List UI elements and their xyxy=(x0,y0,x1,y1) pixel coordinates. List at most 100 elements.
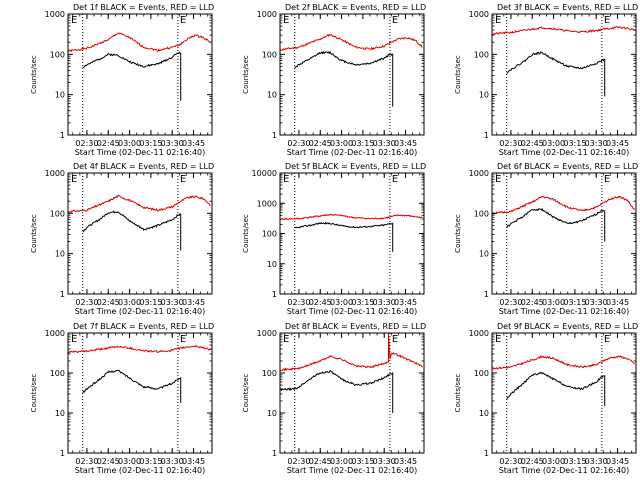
x-tick-label: 02:45 xyxy=(309,298,332,307)
x-tick-label: 02:45 xyxy=(309,139,332,148)
x-tick-label: 03:45 xyxy=(182,139,205,148)
y-tick-label: 10 xyxy=(267,409,277,418)
x-tick-label: 03:15 xyxy=(139,298,162,307)
x-tick-label: 03:45 xyxy=(182,298,205,307)
y-tick-label: 1000 xyxy=(257,199,277,208)
y-tick-label: 100 xyxy=(262,50,277,59)
x-tick-label: 02:45 xyxy=(97,139,120,148)
plot-frame xyxy=(67,13,213,136)
plot-frame xyxy=(491,172,637,295)
y-tick-label: 1000 xyxy=(45,10,65,19)
x-axis-label: Start Time (02-Dec-11 02:16:40) xyxy=(499,466,630,475)
x-tick-label: 03:30 xyxy=(373,298,396,307)
panel-title: Det 9f BLACK = Events, RED = LLD xyxy=(497,322,638,331)
event-marker: E xyxy=(604,334,610,345)
series-events xyxy=(82,369,182,403)
event-marker: E xyxy=(495,174,501,185)
x-tick-label: 03:45 xyxy=(606,457,629,466)
y-tick-label: 10 xyxy=(479,91,489,100)
x-axis-label: Start Time (02-Dec-11 02:16:40) xyxy=(75,466,206,475)
event-marker: E xyxy=(495,334,501,345)
plot-frame xyxy=(491,332,637,454)
panel-3: 1 10 100 1000 02:3002:4503:0003:1503:3003:45… xyxy=(454,3,638,157)
series-lld xyxy=(67,194,211,213)
x-tick-label: 02:45 xyxy=(97,457,120,466)
x-tick-label: 02:30 xyxy=(75,298,98,307)
x-tick-label: 02:30 xyxy=(499,298,522,307)
y-tick-label: 1 xyxy=(60,290,65,299)
x-axis-label: Start Time (02-Dec-11 02:16:40) xyxy=(75,307,206,316)
y-tick-label: 10 xyxy=(267,260,277,269)
event-marker: E xyxy=(283,174,289,185)
event-marker: E xyxy=(180,15,186,26)
x-tick-label: 03:45 xyxy=(606,298,629,307)
x-tick-label: 03:00 xyxy=(542,139,565,148)
x-tick-label: 03:45 xyxy=(394,139,417,148)
x-tick-label: 03:15 xyxy=(351,298,374,307)
event-marker: E xyxy=(604,174,610,185)
x-tick-label: 03:15 xyxy=(139,457,162,466)
y-tick-label: 1 xyxy=(484,131,489,140)
x-tick-label: 03:00 xyxy=(118,298,141,307)
x-tick-label: 03:15 xyxy=(139,139,162,148)
y-axis-label: Counts/sec xyxy=(242,374,250,413)
x-tick-label: 03:15 xyxy=(563,298,586,307)
x-tick-label: 02:30 xyxy=(287,298,310,307)
y-axis-label: Counts/sec xyxy=(454,374,462,413)
panel-title: Det 7f BLACK = Events, RED = LLD xyxy=(73,322,214,331)
event-marker: E xyxy=(392,174,398,185)
y-tick-label: 1000 xyxy=(45,329,65,338)
x-axis-label: Start Time (02-Dec-11 02:16:40) xyxy=(499,148,630,157)
x-tick-label: 03:00 xyxy=(542,457,565,466)
y-tick-label: 1000 xyxy=(469,329,489,338)
event-marker: E xyxy=(283,334,289,345)
panel-title: Det 3f BLACK = Events, RED = LLD xyxy=(497,3,638,12)
panel-6: 1 10 100 1000 02:3002:4503:0003:1503:3003:45… xyxy=(454,162,638,316)
x-tick-label: 02:45 xyxy=(97,298,120,307)
y-axis-label: Counts/sec xyxy=(242,55,250,94)
y-tick-label: 1000 xyxy=(257,10,277,19)
series-events xyxy=(294,221,394,252)
x-tick-label: 03:00 xyxy=(542,298,565,307)
panel-2: 1 10 100 1000 02:3002:4503:0003:1503:3003:45… xyxy=(242,3,426,157)
x-tick-label: 03:15 xyxy=(351,139,374,148)
panel-title: Det 6f BLACK = Events, RED = LLD xyxy=(497,162,638,171)
panel-title: Det 8f BLACK = Events, RED = LLD xyxy=(285,322,426,331)
x-tick-label: 02:30 xyxy=(75,139,98,148)
panel-4: 1 10 100 1000 02:3002:4503:0003:1503:3003:45… xyxy=(30,162,214,316)
x-tick-label: 03:30 xyxy=(585,457,608,466)
y-tick-label: 1 xyxy=(272,449,277,458)
x-axis-label: Start Time (02-Dec-11 02:16:40) xyxy=(499,307,630,316)
series-events xyxy=(82,51,182,101)
x-tick-label: 03:15 xyxy=(351,457,374,466)
y-tick-label: 100 xyxy=(50,209,65,218)
x-tick-label: 03:45 xyxy=(606,139,629,148)
y-tick-label: 10 xyxy=(267,91,277,100)
x-tick-label: 03:30 xyxy=(585,139,608,148)
y-tick-label: 10 xyxy=(479,409,489,418)
x-tick-label: 02:30 xyxy=(287,457,310,466)
x-tick-label: 03:15 xyxy=(563,457,586,466)
y-tick-label: 100 xyxy=(262,230,277,239)
series-events xyxy=(506,51,606,97)
x-tick-label: 03:30 xyxy=(161,139,184,148)
series-lld xyxy=(67,344,211,354)
y-axis-label: Counts/sec xyxy=(30,214,38,253)
plot-frame xyxy=(67,172,213,295)
y-tick-label: 10 xyxy=(55,91,65,100)
x-tick-label: 02:30 xyxy=(287,139,310,148)
y-tick-label: 10 xyxy=(479,250,489,259)
panel-1: 1 10 100 1000 02:3002:4503:0003:1503:3003:45… xyxy=(30,3,214,157)
y-tick-label: 1 xyxy=(484,449,489,458)
y-tick-label: 100 xyxy=(474,369,489,378)
y-axis-label: Counts/sec xyxy=(30,55,38,94)
panel-title: Det 1f BLACK = Events, RED = LLD xyxy=(73,3,214,12)
panel-title: Det 4f BLACK = Events, RED = LLD xyxy=(73,162,214,171)
series-lld xyxy=(491,195,636,215)
panel-title: Det 2f BLACK = Events, RED = LLD xyxy=(285,3,426,12)
series-lld xyxy=(279,213,423,221)
event-marker: E xyxy=(604,15,610,26)
event-marker: E xyxy=(71,334,77,345)
